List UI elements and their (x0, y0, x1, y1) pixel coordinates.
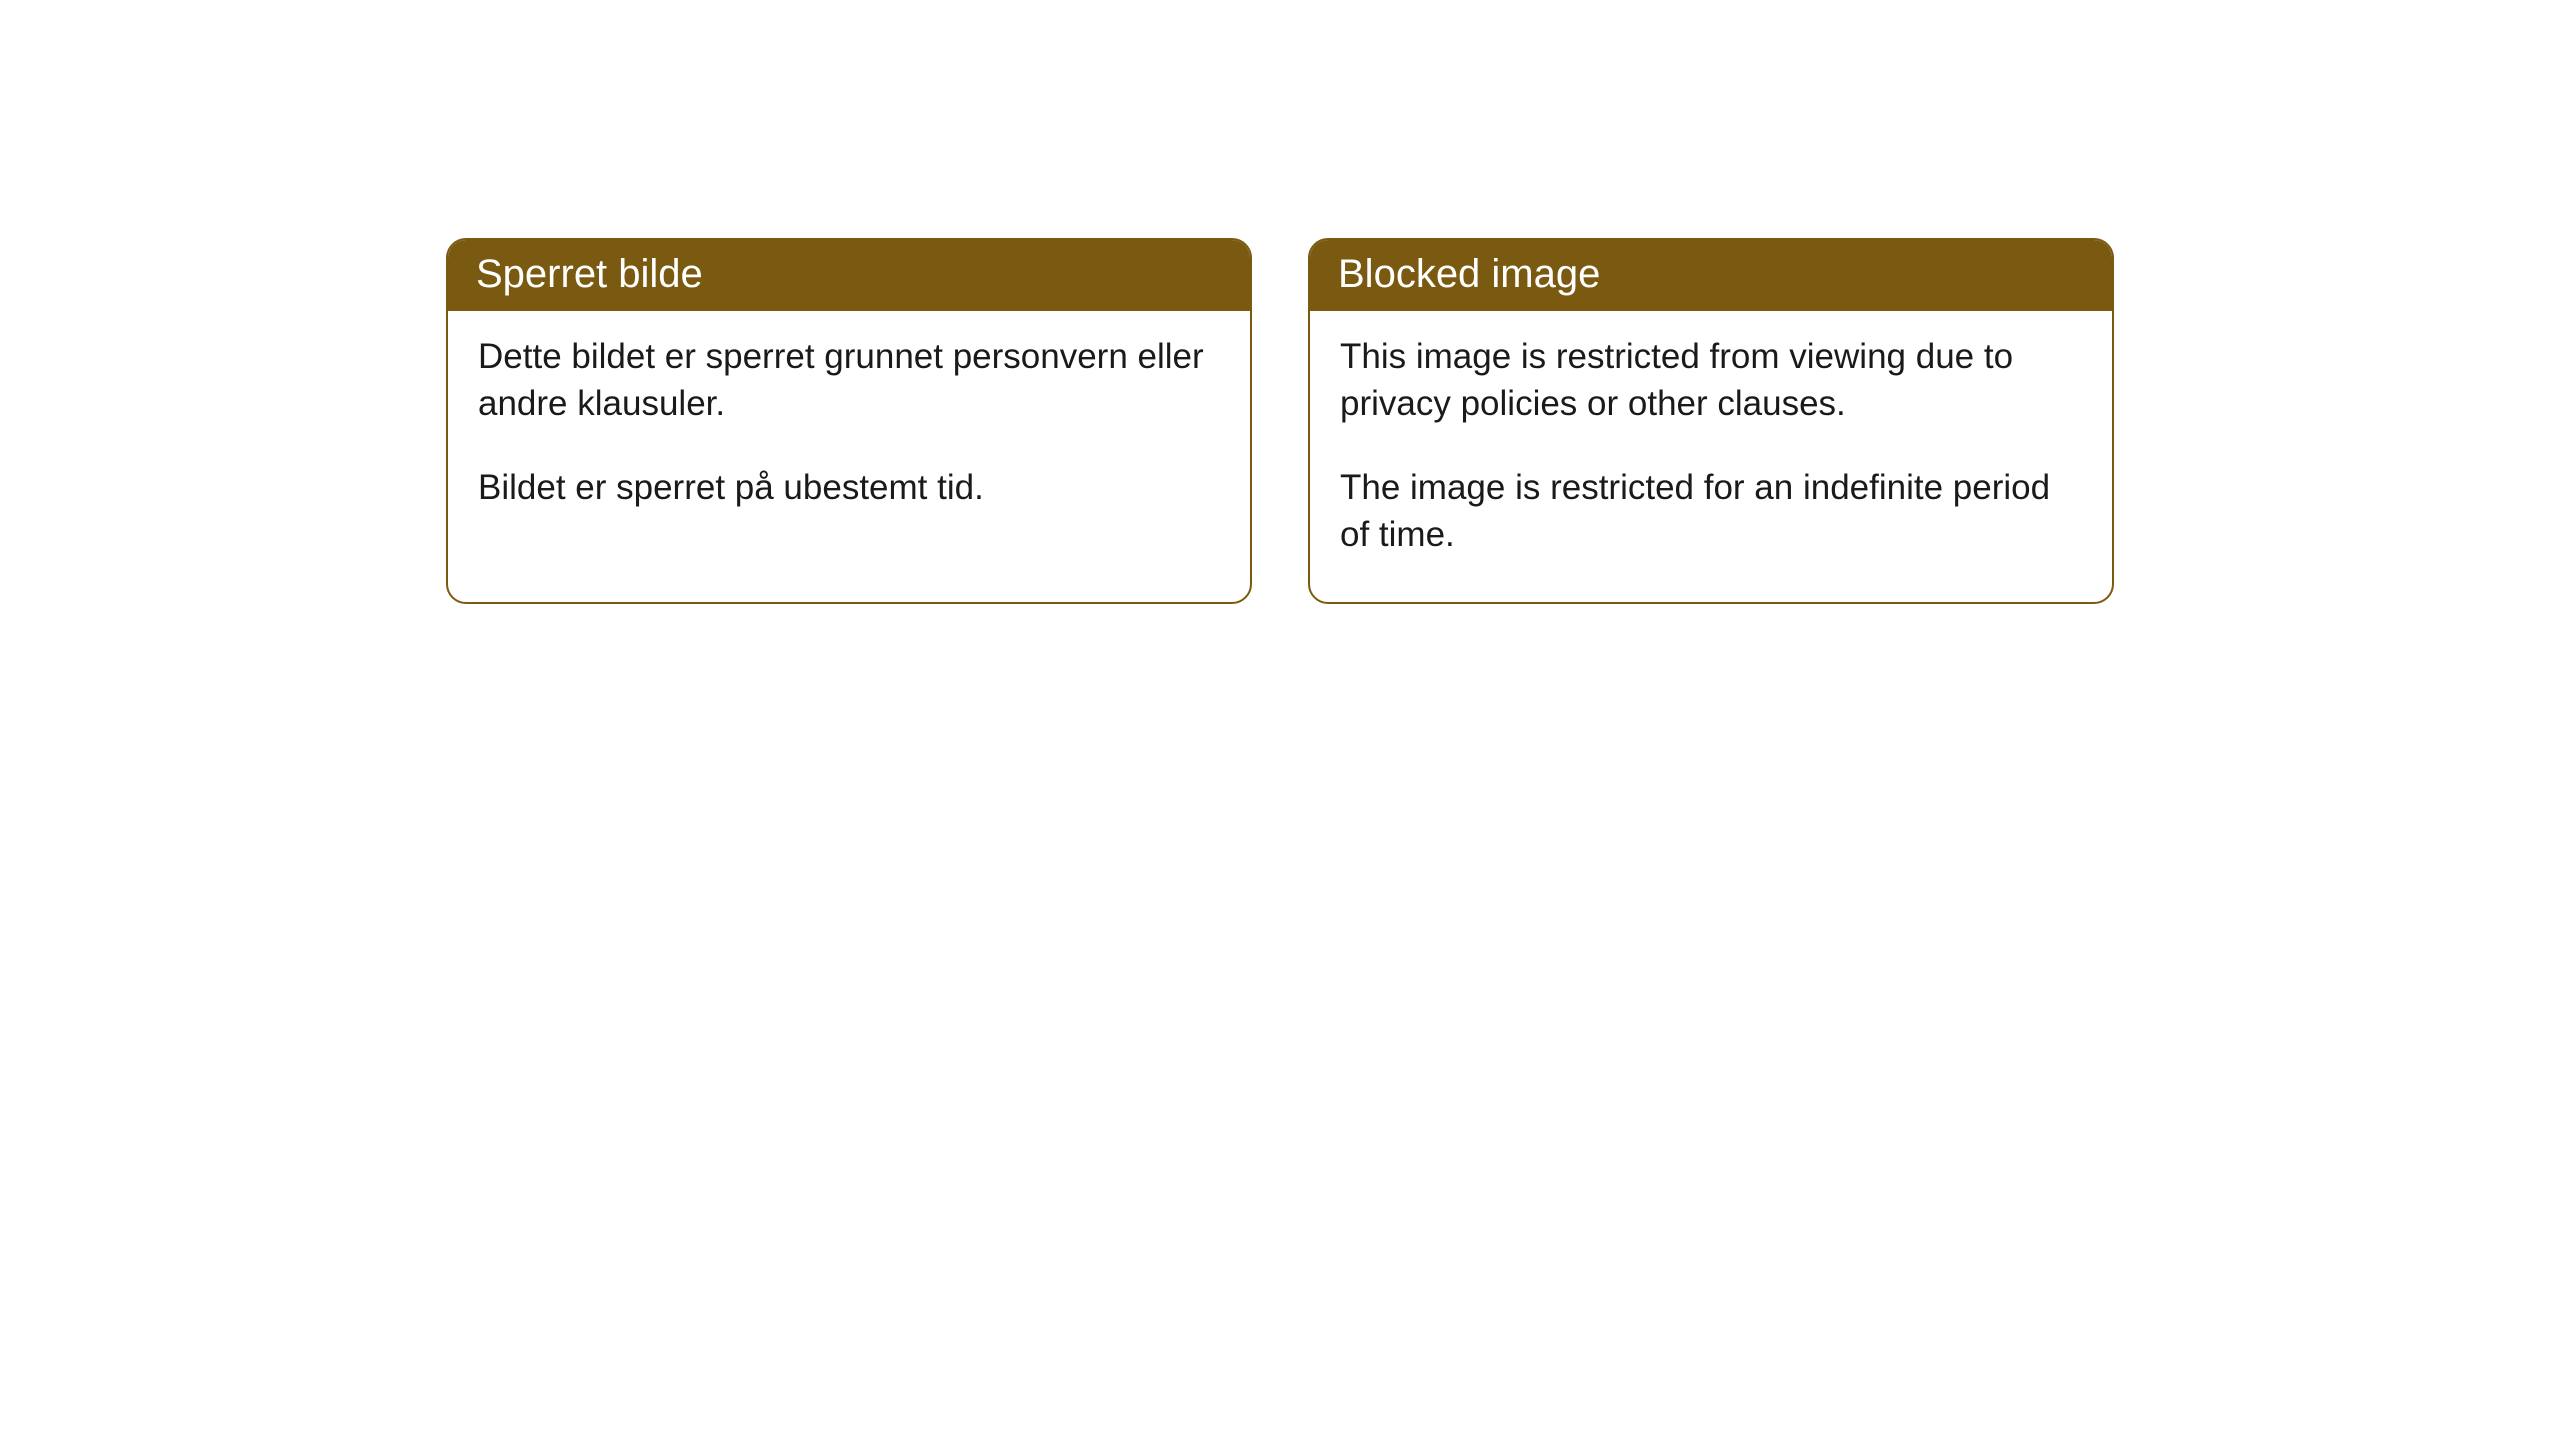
card-paragraph: This image is restricted from viewing du… (1340, 333, 2082, 428)
card-title: Sperret bilde (476, 252, 703, 296)
card-paragraph: The image is restricted for an indefinit… (1340, 464, 2082, 559)
card-body: Dette bildet er sperret grunnet personve… (448, 311, 1250, 555)
notice-container: Sperret bilde Dette bildet er sperret gr… (0, 0, 2560, 604)
card-header: Sperret bilde (448, 240, 1250, 311)
card-paragraph: Dette bildet er sperret grunnet personve… (478, 333, 1220, 428)
card-paragraph: Bildet er sperret på ubestemt tid. (478, 464, 1220, 511)
card-body: This image is restricted from viewing du… (1310, 311, 2112, 602)
card-title: Blocked image (1338, 252, 1600, 296)
card-header: Blocked image (1310, 240, 2112, 311)
notice-card-english: Blocked image This image is restricted f… (1308, 238, 2114, 604)
notice-card-norwegian: Sperret bilde Dette bildet er sperret gr… (446, 238, 1252, 604)
